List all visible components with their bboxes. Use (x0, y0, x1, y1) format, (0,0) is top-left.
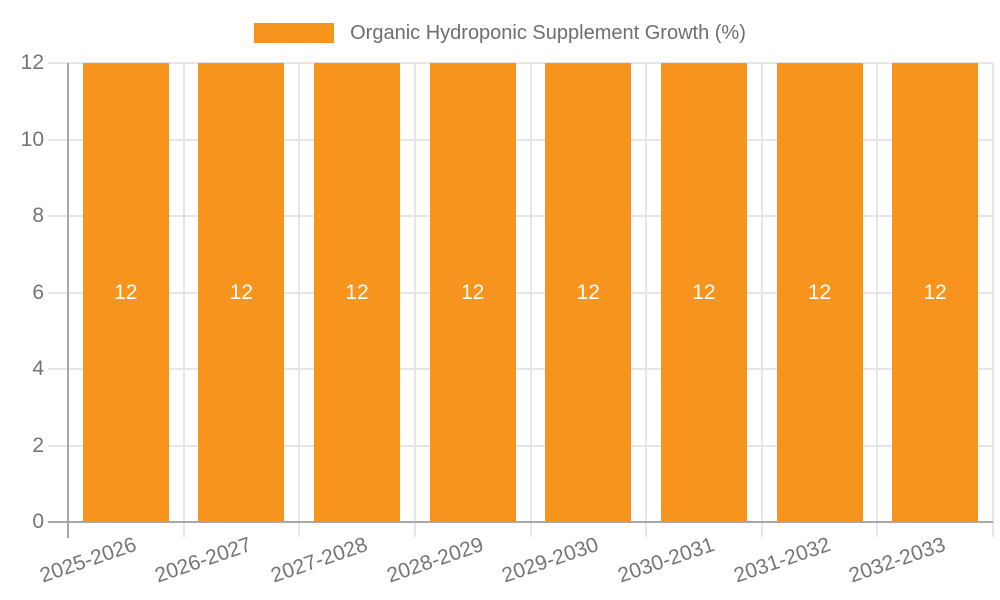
v-gridline (760, 63, 763, 537)
bar-value-label: 12 (461, 280, 485, 304)
v-gridline (992, 63, 994, 537)
bar-value-label: 12 (114, 280, 138, 304)
y-axis-tick-label: 10 (20, 127, 44, 151)
bar (892, 63, 979, 522)
bar (82, 63, 169, 522)
v-gridline (645, 63, 648, 537)
h-gridline (48, 138, 993, 141)
chart-legend: Organic Hydroponic Supplement Growth (%) (0, 22, 1000, 44)
y-axis-tick-label: 8 (32, 204, 44, 227)
bar-value-label: 12 (345, 280, 369, 304)
y-axis-tick-label: 12 (20, 51, 44, 74)
bar-value-label: 12 (807, 280, 832, 304)
y-axis-tick-label: 2 (32, 433, 44, 457)
bar (429, 63, 516, 522)
h-gridline (48, 215, 993, 217)
y-axis-tick-label: 4 (32, 357, 44, 380)
y-axis-tick-label: 6 (32, 280, 44, 304)
v-gridline (413, 63, 416, 537)
v-gridline (876, 63, 879, 537)
plot-area: 0 2 4 6 8 10 12 12 2025-2026 12 2026-2027 12 2027-20… (21, 51, 994, 587)
h-gridline (48, 368, 993, 370)
legend-label: Organic Hydroponic Supplement Growth (%) (350, 22, 746, 44)
y-axis-tick-label: 0 (32, 510, 44, 533)
bar (314, 63, 401, 522)
v-gridline (182, 63, 185, 537)
bar-value-label: 12 (692, 280, 716, 304)
x-axis-line (48, 521, 993, 523)
bar-value-label: 12 (229, 280, 254, 304)
legend-swatch-icon (254, 23, 335, 43)
h-gridline (48, 444, 993, 447)
bar (660, 63, 747, 522)
y-axis-line (67, 63, 69, 538)
bar (776, 63, 863, 522)
bar-value-label: 12 (923, 280, 947, 304)
bar-value-label: 12 (576, 280, 600, 304)
v-gridline (529, 63, 532, 537)
bar (198, 63, 285, 522)
h-gridline (48, 62, 993, 64)
v-gridline (298, 63, 301, 537)
h-gridline (48, 291, 993, 294)
bar (545, 63, 632, 522)
